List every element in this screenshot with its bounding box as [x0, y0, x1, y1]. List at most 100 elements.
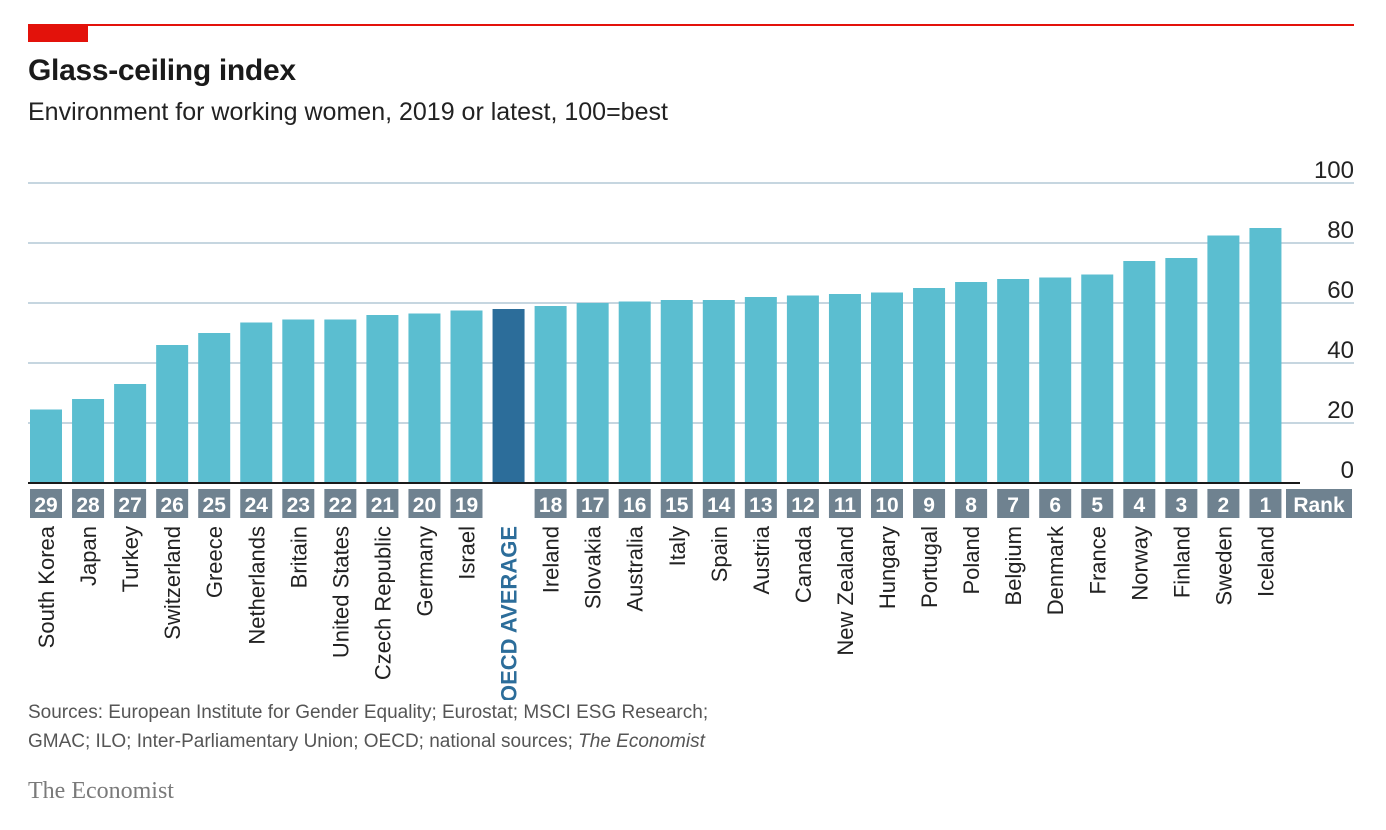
bar	[1039, 277, 1072, 483]
country-label: France	[1085, 526, 1110, 594]
rank-box	[744, 489, 777, 518]
rank-box	[282, 489, 315, 518]
bar	[72, 399, 105, 483]
country-label: OECD AVERAGE	[497, 526, 522, 700]
rank-number: 17	[581, 494, 604, 517]
y-tick-label: 0	[1341, 457, 1354, 484]
rank-box	[828, 489, 861, 518]
country-label: Belgium	[1001, 526, 1026, 605]
y-tick-label: 40	[1327, 337, 1354, 364]
source-line-1: Sources: European Institute for Gender E…	[28, 702, 709, 723]
rank-box	[534, 489, 567, 518]
bar	[324, 319, 357, 483]
rank-box	[1249, 489, 1282, 518]
source-line-2-italic: The Economist	[578, 731, 705, 752]
bar	[492, 309, 525, 483]
country-label: Denmark	[1043, 525, 1068, 615]
rank-number: 11	[834, 494, 857, 517]
country-label: Hungary	[875, 526, 900, 609]
rank-box	[240, 489, 273, 518]
y-tick-label: 60	[1327, 277, 1354, 304]
rank-number: 24	[245, 494, 269, 517]
rank-box	[1081, 489, 1114, 518]
bar	[282, 319, 315, 483]
rank-number: 10	[875, 494, 898, 517]
rank-box	[156, 489, 189, 518]
country-label: Ireland	[539, 526, 564, 593]
chart-title: Glass-ceiling index	[28, 54, 296, 87]
rank-number: 23	[287, 494, 310, 517]
rank-number: 27	[118, 494, 141, 517]
rank-box	[913, 489, 946, 518]
bar	[366, 315, 399, 483]
rank-box	[114, 489, 147, 518]
rank-number: 21	[371, 494, 395, 517]
rank-number: 2	[1218, 494, 1230, 517]
country-label: Norway	[1127, 526, 1152, 601]
country-label: Israel	[455, 526, 480, 580]
brand-wordmark: The Economist	[28, 778, 174, 804]
country-labels: South Korea Japan Turkey Switzerland Greece N…	[34, 525, 1278, 700]
bar	[30, 409, 62, 483]
bar	[1207, 235, 1240, 483]
country-label: Slovakia	[581, 525, 606, 609]
rank-box	[450, 489, 483, 518]
bar	[660, 300, 693, 483]
rank-number: 25	[203, 494, 227, 517]
rank-header-box	[1286, 489, 1352, 518]
bar	[450, 310, 483, 483]
rank-number: 14	[707, 494, 731, 517]
red-tag	[28, 24, 88, 42]
chart-subtitle: Environment for working women, 2019 or l…	[28, 98, 668, 126]
rank-box	[955, 489, 988, 518]
country-label: Canada	[791, 525, 816, 603]
bar	[1249, 228, 1282, 483]
country-label: Switzerland	[160, 526, 185, 640]
country-label: Greece	[202, 526, 227, 598]
bar	[534, 306, 567, 483]
bar	[618, 301, 651, 483]
bar	[1081, 274, 1114, 483]
rank-box	[1039, 489, 1072, 518]
rank-box	[576, 489, 609, 518]
bars	[28, 228, 1300, 484]
rank-box	[72, 489, 105, 518]
rank-box	[408, 489, 441, 518]
country-label: Japan	[76, 526, 101, 586]
rank-box	[618, 489, 651, 518]
bar	[114, 384, 147, 483]
source-line-2: GMAC; ILO; Inter-Parliamentary Union; OE…	[28, 727, 708, 756]
rank-number: 6	[1049, 494, 1061, 517]
rank-row: 29 28 27 26 25 24 23 22 21 20 19 18 17 16 15 14 13 12 11 10…	[30, 489, 1352, 518]
rank-box	[30, 489, 62, 518]
rank-number: 13	[749, 494, 772, 517]
bar	[1123, 261, 1156, 483]
country-label: Sweden	[1211, 526, 1236, 606]
bar	[786, 295, 819, 483]
country-label: South Korea	[34, 525, 59, 648]
bar	[913, 288, 946, 483]
bar	[156, 345, 189, 483]
rank-box	[366, 489, 399, 518]
country-label: New Zealand	[833, 526, 858, 656]
rank-header: Rank	[1293, 494, 1345, 517]
rank-number: 12	[791, 494, 814, 517]
rank-number: 8	[965, 494, 977, 517]
rank-box	[1165, 489, 1198, 518]
bar	[997, 279, 1030, 483]
rank-number: 9	[923, 494, 935, 517]
country-label: Czech Republic	[370, 526, 395, 680]
rank-box	[997, 489, 1030, 518]
bar	[828, 294, 861, 483]
country-label: Portugal	[917, 526, 942, 608]
rank-box	[1207, 489, 1240, 518]
rank-number: 20	[413, 494, 436, 517]
country-label: Germany	[412, 526, 437, 616]
y-tick-labels: 0 20 40 60 80 100	[1314, 157, 1354, 484]
rank-box	[871, 489, 903, 518]
y-tick-label: 100	[1314, 157, 1354, 184]
bar	[576, 303, 609, 483]
rank-number: 7	[1007, 494, 1019, 517]
country-label: Austria	[749, 525, 774, 594]
rank-number: 26	[160, 494, 183, 517]
